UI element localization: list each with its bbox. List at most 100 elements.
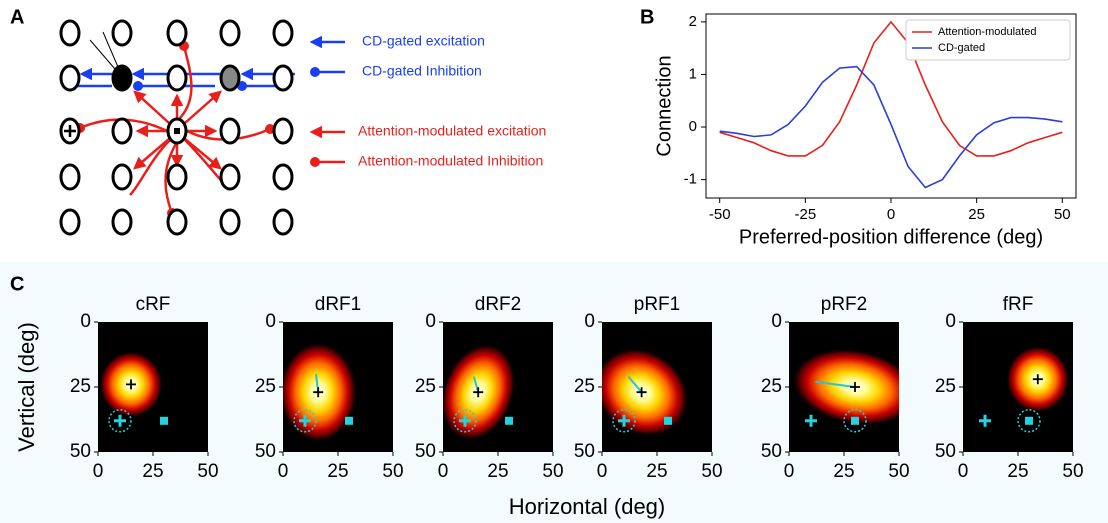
y-tick-label: 1 — [689, 65, 697, 82]
neuron — [59, 64, 81, 92]
x-tick-label: 25 — [968, 206, 985, 223]
neuron — [166, 163, 188, 191]
probe-marker — [459, 414, 471, 427]
neuron — [166, 208, 188, 236]
heatmap-title: dRF1 — [315, 294, 361, 315]
x-tick-label: 0 — [784, 461, 795, 482]
x-tick-label: 0 — [438, 461, 449, 482]
y-tick-label: 50 — [935, 441, 956, 462]
line-series — [719, 20, 1063, 157]
neuron — [219, 19, 241, 47]
neuron — [59, 163, 81, 191]
y-tick-label: 25 — [761, 376, 782, 397]
panel-label: B — [640, 6, 654, 28]
x-tick-label: 50 — [888, 461, 909, 482]
y-axis-label: Connection — [653, 55, 675, 156]
x-tick-label: -25 — [795, 206, 817, 223]
probe-marker — [114, 414, 126, 427]
x-tick-label: 50 — [1054, 206, 1071, 223]
y-tick-label: 50 — [761, 441, 782, 462]
x-tick-label: 50 — [197, 461, 218, 482]
y-tick-label: 25 — [415, 376, 436, 397]
x-tick-label: 0 — [278, 461, 289, 482]
legend-label: Attention-modulated — [938, 26, 1036, 38]
y-tick-label: 0 — [584, 311, 595, 332]
neuron — [111, 64, 133, 92]
target-marker — [345, 416, 353, 425]
rf-center — [313, 387, 324, 398]
neuron — [111, 208, 133, 236]
y-tick-label: 0 — [80, 311, 91, 332]
probe-marker — [979, 414, 991, 427]
red-arrow — [133, 90, 170, 124]
panel-label: A — [10, 6, 24, 28]
connectivity-diagram — [59, 19, 345, 236]
rf-center — [1032, 374, 1043, 385]
y-tick-label: 0 — [689, 118, 697, 135]
rf-center — [126, 379, 136, 390]
rf-shift — [815, 380, 856, 388]
heatmap-title: pRF2 — [821, 294, 867, 315]
x-tick-label: 0 — [887, 206, 895, 223]
x-tick-label: 25 — [833, 461, 854, 482]
target-marker — [505, 416, 513, 425]
y-tick-label: 50 — [415, 441, 436, 462]
y-tick-label: 50 — [574, 441, 595, 462]
red-inhibition — [129, 139, 171, 196]
heatmap — [283, 342, 357, 443]
rf-shift — [627, 375, 643, 393]
heatmap-title: cRF — [136, 294, 171, 315]
neuron — [272, 64, 294, 92]
legend-label: CD-gated Inhibition — [362, 63, 482, 79]
neuron — [111, 117, 133, 145]
x-tick-label: 25 — [1007, 461, 1028, 482]
focus-circle — [293, 409, 317, 433]
heatmap — [792, 348, 899, 433]
target-marker — [851, 416, 859, 425]
x-tick-label: 25 — [487, 461, 508, 482]
focus-circle — [612, 409, 636, 433]
focus-circle — [108, 409, 132, 433]
x-tick-label: 50 — [382, 461, 403, 482]
neuron — [272, 117, 294, 145]
legend-label: CD-gated excitation — [362, 33, 485, 49]
neuron — [166, 19, 188, 47]
y-tick-label: 0 — [945, 311, 956, 332]
panel-label: C — [10, 273, 24, 295]
y-tick-label: 50 — [255, 441, 276, 462]
x-tick-label: 25 — [646, 461, 667, 482]
x-tick-label: 0 — [958, 461, 969, 482]
neuron — [272, 19, 294, 47]
x-tick-label: 25 — [327, 461, 348, 482]
y-tick-label: 25 — [255, 376, 276, 397]
line-series — [719, 65, 1063, 189]
y-tick-label: 0 — [425, 311, 436, 332]
neuron-center-mark — [174, 128, 180, 134]
neuron — [111, 19, 133, 47]
legend-label: CD-gated — [938, 42, 985, 54]
x-tick-label: -50 — [709, 206, 731, 223]
heatmap — [602, 347, 689, 437]
heatmap — [979, 345, 1070, 433]
red-inhibition — [176, 41, 193, 122]
y-tick-label: 0 — [771, 311, 782, 332]
y-tick-label: 2 — [689, 13, 697, 30]
probe-marker — [618, 414, 630, 427]
rf-center — [473, 387, 484, 398]
heatmap — [99, 351, 168, 433]
x-tick-label: 50 — [701, 461, 722, 482]
y-tick-label: 0 — [265, 311, 276, 332]
x-tick-label: 0 — [597, 461, 608, 482]
probe-marker — [299, 414, 311, 427]
neuron — [219, 163, 241, 191]
legend-label: Attention-modulated excitation — [358, 123, 546, 139]
neuron — [59, 19, 81, 47]
neuron — [219, 208, 241, 236]
y-tick-label: 25 — [574, 376, 595, 397]
neuron-plus-mark — [64, 125, 76, 137]
neuron — [219, 64, 241, 92]
rf-center — [850, 382, 860, 392]
neuron — [166, 64, 188, 92]
x-tick-label: 0 — [93, 461, 104, 482]
